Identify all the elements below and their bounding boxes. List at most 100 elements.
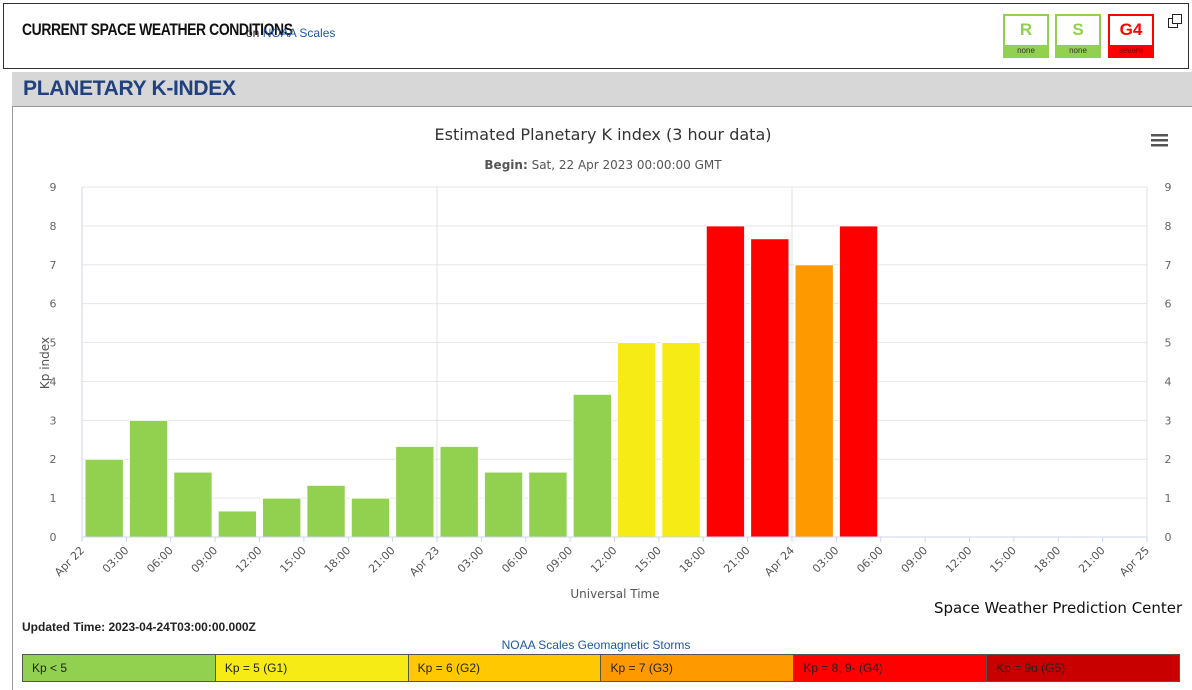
legend-title: NOAA Scales Geomagnetic Storms bbox=[501, 638, 691, 652]
scale-r-badge[interactable]: R none bbox=[1003, 14, 1049, 58]
popout-icon[interactable] bbox=[1168, 14, 1182, 28]
x-axis-label: Universal Time bbox=[570, 587, 659, 601]
y-tick-label: 7 bbox=[50, 259, 57, 272]
y-tick-label: 9 bbox=[50, 181, 57, 194]
kp-bar[interactable] bbox=[794, 264, 834, 538]
noaa-scales-link[interactable]: NOAA Scales bbox=[262, 26, 336, 40]
x-tick-label: 03:00 bbox=[100, 544, 132, 576]
y-tick-label: 0 bbox=[50, 531, 57, 544]
x-tick-label: Apr 24 bbox=[762, 544, 797, 579]
x-tick-label: 18:00 bbox=[322, 544, 354, 576]
header-on-text: on NOAA Scales bbox=[246, 26, 335, 40]
scale-s-letter: S bbox=[1072, 20, 1084, 39]
y-tick-label-right: 1 bbox=[1165, 492, 1172, 505]
scale-g-level: severe bbox=[1110, 45, 1152, 56]
x-tick-label: 15:00 bbox=[632, 544, 664, 576]
updated-time: Updated Time: 2023-04-24T03:00:00.000Z bbox=[22, 620, 256, 634]
x-tick-label: 21:00 bbox=[721, 544, 753, 576]
kp-chart: 0 0 1 1 2 2 3 3 4 4 5 5 6 6 7 7 8 8 9 9 Apr 22 03:00 06:00 09:0… bbox=[38, 125, 1172, 601]
kp-bar[interactable] bbox=[306, 484, 346, 538]
kp-bar[interactable] bbox=[395, 445, 435, 538]
y-tick-label-right: 9 bbox=[1165, 181, 1172, 194]
legend-item: Kp = 8, 9- (G4) bbox=[794, 655, 988, 681]
chart-panel: 0 0 1 1 2 2 3 3 4 4 5 5 6 6 7 7 8 8 9 9 Apr 22 03:00 06:00 09:0… bbox=[12, 106, 1192, 690]
menu-icon[interactable] bbox=[1151, 134, 1168, 147]
x-tick-label: 12:00 bbox=[233, 544, 265, 576]
kp-bar[interactable] bbox=[838, 225, 879, 538]
y-tick-label-right: 4 bbox=[1165, 375, 1172, 388]
chart-subtitle: Begin: Sat, 22 Apr 2023 00:00:00 GMT bbox=[484, 158, 722, 172]
legend-item: Kp = 6 (G2) bbox=[408, 655, 602, 681]
x-tick-label: Apr 25 bbox=[1117, 544, 1152, 579]
legend-item: Kp = 9o (G5) bbox=[987, 655, 1179, 681]
x-tick-label: 18:00 bbox=[677, 544, 709, 576]
scale-s-badge[interactable]: S none bbox=[1055, 14, 1101, 58]
x-tick-label: Apr 23 bbox=[407, 544, 442, 579]
kp-bar[interactable] bbox=[84, 458, 124, 538]
section-band: PLANETARY K-INDEX bbox=[12, 72, 1192, 106]
y-tick-label: 8 bbox=[50, 220, 57, 233]
x-tick-label: 21:00 bbox=[366, 544, 398, 576]
legend-item: Kp = 5 (G1) bbox=[215, 655, 409, 681]
kp-bar[interactable] bbox=[128, 419, 169, 538]
kp-bar[interactable] bbox=[617, 342, 657, 538]
y-tick-label-right: 2 bbox=[1165, 453, 1172, 466]
subtitle-label: Begin: bbox=[484, 158, 527, 172]
subtitle-value: Sat, 22 Apr 2023 00:00:00 GMT bbox=[532, 158, 723, 172]
y-tick-label-right: 3 bbox=[1165, 414, 1172, 427]
scale-g-letter: G4 bbox=[1119, 20, 1143, 39]
scale-r-level: none bbox=[1005, 45, 1047, 56]
chart-title: Estimated Planetary K index (3 hour data… bbox=[435, 125, 772, 144]
y-tick-label-right: 8 bbox=[1165, 220, 1172, 233]
legend-item: Kp = 7 (G3) bbox=[601, 655, 795, 681]
y-tick-label: 5 bbox=[50, 337, 57, 350]
y-tick-label: 3 bbox=[50, 414, 57, 427]
y-tick-label-right: 0 bbox=[1165, 531, 1172, 544]
x-tick-label: 18:00 bbox=[1032, 544, 1064, 576]
kp-bar[interactable] bbox=[750, 238, 790, 538]
section-title: PLANETARY K-INDEX bbox=[23, 77, 236, 100]
y-tick-label: 6 bbox=[50, 298, 57, 311]
conditions-header: CURRENT SPACE WEATHER CONDITIONS on NOAA… bbox=[3, 3, 1189, 69]
x-tick-label: 15:00 bbox=[277, 544, 309, 576]
y-tick-label: 4 bbox=[50, 375, 57, 388]
grid-lines bbox=[81, 186, 1148, 538]
scale-s-level: none bbox=[1057, 45, 1099, 56]
bars-group bbox=[84, 225, 879, 538]
kp-bar[interactable] bbox=[262, 497, 302, 538]
kp-bar[interactable] bbox=[528, 471, 568, 538]
kp-bar[interactable] bbox=[217, 510, 257, 538]
x-tick-label: Apr 22 bbox=[52, 544, 87, 579]
kp-bar[interactable] bbox=[483, 471, 524, 538]
x-tick-label: 12:00 bbox=[943, 544, 975, 576]
y-tick-label: 2 bbox=[50, 453, 57, 466]
x-tick-label: 03:00 bbox=[455, 544, 487, 576]
kp-bar[interactable] bbox=[439, 445, 479, 538]
scale-r-letter: R bbox=[1019, 20, 1033, 39]
x-tick-label: 21:00 bbox=[1076, 544, 1108, 576]
kp-bar[interactable] bbox=[350, 497, 391, 538]
y-tick-label-right: 5 bbox=[1165, 337, 1172, 350]
kp-bar[interactable] bbox=[173, 471, 213, 538]
y-tick-label-right: 7 bbox=[1165, 259, 1172, 272]
kp-bar[interactable] bbox=[572, 393, 612, 538]
header-title: CURRENT SPACE WEATHER CONDITIONS bbox=[22, 20, 293, 39]
x-tick-label: 09:00 bbox=[189, 544, 221, 576]
x-tick-label: 06:00 bbox=[144, 544, 176, 576]
on-label: on bbox=[246, 26, 260, 40]
x-tick-label: 03:00 bbox=[810, 544, 842, 576]
y-tick-label-right: 6 bbox=[1165, 298, 1172, 311]
scale-g-badge[interactable]: G4 severe bbox=[1108, 14, 1154, 58]
kp-bar[interactable] bbox=[661, 342, 701, 538]
legend-bar: Kp < 5 Kp = 5 (G1) Kp = 6 (G2) Kp = 7 (G3) K… bbox=[22, 654, 1180, 682]
y-axis-label: Kp index bbox=[38, 337, 52, 389]
x-tick-label: 09:00 bbox=[544, 544, 576, 576]
x-tick-label: 06:00 bbox=[854, 544, 886, 576]
legend-item: Kp < 5 bbox=[23, 655, 216, 681]
kp-bar[interactable] bbox=[705, 225, 746, 538]
x-tick-label: 06:00 bbox=[499, 544, 531, 576]
x-tick-label: 12:00 bbox=[588, 544, 620, 576]
x-tick-label: 15:00 bbox=[987, 544, 1019, 576]
y-tick-label: 1 bbox=[50, 492, 57, 505]
x-tick-label: 09:00 bbox=[899, 544, 931, 576]
